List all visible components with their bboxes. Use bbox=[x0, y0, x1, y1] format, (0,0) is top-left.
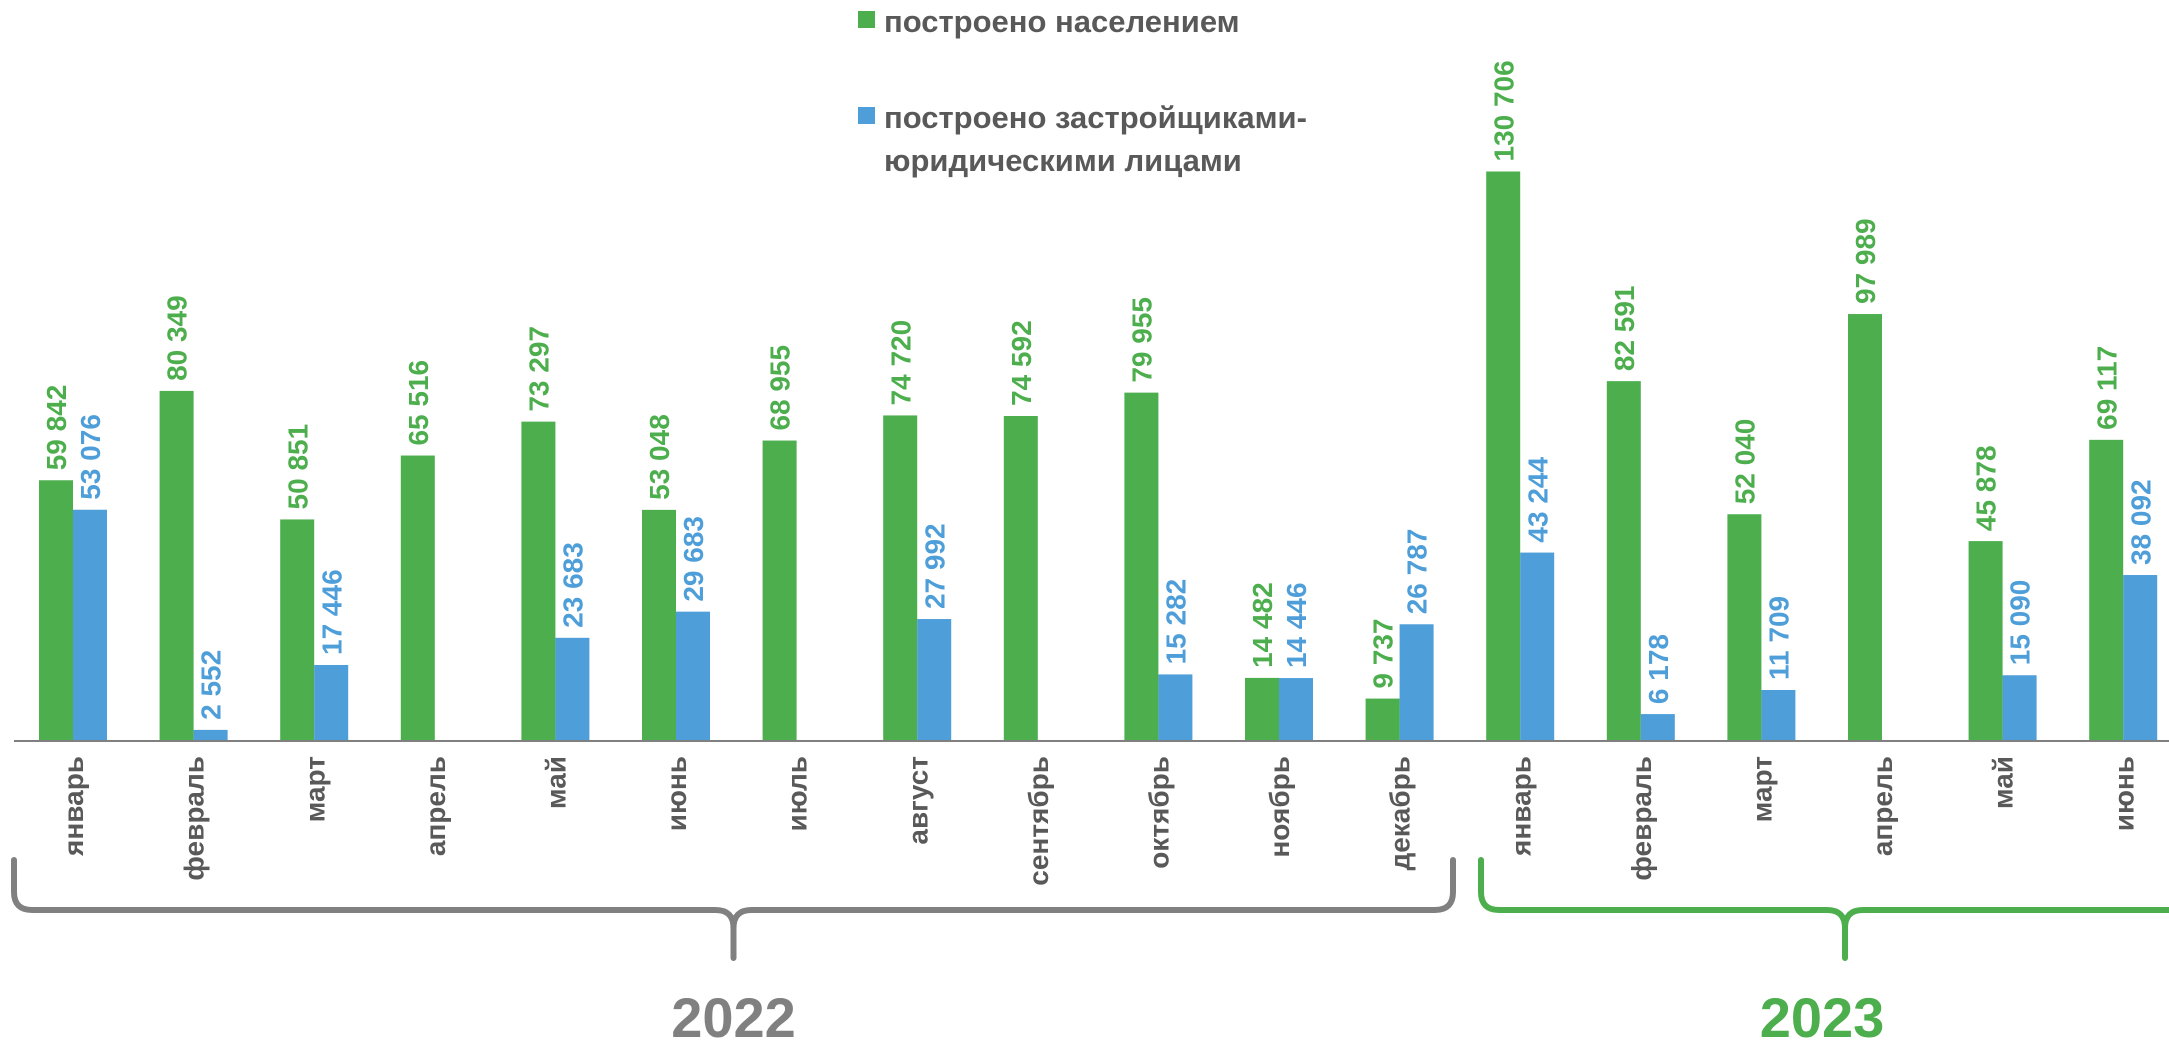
legend: построено населением построено застройщи… bbox=[858, 0, 1418, 182]
value-label-population-17: 69 117 bbox=[2091, 346, 2122, 430]
bar-developers-9 bbox=[1158, 674, 1193, 741]
year-braces-layer bbox=[11, 857, 2169, 961]
bar-population-17 bbox=[2089, 439, 2124, 741]
category-labels-layer: январь февраль март апрель май июнь июль август… bbox=[58, 756, 2139, 886]
year-brace-2023 bbox=[1478, 857, 2169, 961]
category-label-3: апрель bbox=[420, 756, 451, 856]
category-label-7: август bbox=[902, 756, 933, 845]
value-label-population-9: 79 955 bbox=[1126, 297, 1157, 383]
bar-developers-5 bbox=[676, 611, 710, 741]
value-label-developers-1: 2 552 bbox=[196, 650, 227, 720]
legend-swatch-population bbox=[858, 11, 875, 28]
legend-swatch-developers bbox=[858, 107, 875, 124]
value-label-population-0: 59 842 bbox=[41, 385, 72, 471]
bar-population-3 bbox=[400, 455, 435, 741]
bar-developers-17 bbox=[2123, 575, 2158, 741]
bar-population-12 bbox=[1486, 171, 1521, 741]
bar-developers-11 bbox=[1399, 624, 1434, 741]
value-label-developers-9: 15 282 bbox=[1160, 579, 1191, 665]
value-label-developers-14: 11 709 bbox=[1763, 596, 1794, 680]
bar-population-2 bbox=[280, 519, 315, 741]
value-label-population-16: 45 878 bbox=[1971, 445, 2002, 531]
year-brace-2022 bbox=[11, 857, 1456, 961]
year-label-2023: 2023 bbox=[1759, 986, 1885, 1049]
value-labels-layer: 59 842 53 076 80 349 2 552 50 851 17 446 65 51… bbox=[41, 60, 2156, 720]
bar-developers-13 bbox=[1640, 714, 1675, 741]
value-label-developers-13: 6 178 bbox=[1643, 634, 1674, 704]
bar-population-0 bbox=[39, 480, 73, 741]
category-label-16: май bbox=[1988, 756, 2019, 809]
category-label-9: октябрь bbox=[1143, 756, 1174, 869]
bar-developers-4 bbox=[555, 637, 590, 741]
bar-developers-2 bbox=[314, 664, 349, 741]
bar-developers-14 bbox=[1761, 689, 1796, 741]
value-label-population-10: 14 482 bbox=[1247, 582, 1278, 668]
legend-label-developers: построено застройщиками-юридическими лиц… bbox=[884, 100, 1307, 178]
bar-population-15 bbox=[1848, 314, 1882, 741]
bar-developers-7 bbox=[917, 619, 952, 741]
category-label-8: сентябрь bbox=[1023, 756, 1054, 886]
year-label-2022: 2022 bbox=[671, 986, 796, 1049]
legend-item-developers: построено застройщиками-юридическими лиц… bbox=[858, 96, 1418, 182]
value-label-population-13: 82 591 bbox=[1609, 285, 1640, 371]
category-label-4: май bbox=[540, 756, 571, 809]
value-label-population-3: 65 516 bbox=[403, 360, 434, 446]
category-label-11: декабрь bbox=[1385, 756, 1416, 871]
category-label-0: январь bbox=[58, 756, 89, 857]
category-label-5: июнь bbox=[661, 756, 692, 831]
value-label-developers-11: 26 787 bbox=[1402, 529, 1433, 615]
value-label-population-7: 74 720 bbox=[885, 320, 916, 406]
value-label-population-2: 50 851 bbox=[282, 424, 313, 510]
value-label-developers-17: 38 092 bbox=[2125, 479, 2156, 565]
value-label-population-1: 80 349 bbox=[162, 295, 193, 381]
value-label-developers-4: 23 683 bbox=[557, 542, 588, 628]
value-label-population-14: 52 040 bbox=[1729, 419, 1760, 505]
value-label-population-6: 68 955 bbox=[765, 345, 796, 431]
bar-population-10 bbox=[1245, 677, 1279, 741]
category-label-1: февраль bbox=[179, 756, 210, 881]
bar-population-16 bbox=[1968, 541, 2003, 741]
bar-population-11 bbox=[1365, 698, 1400, 741]
bar-developers-10 bbox=[1279, 678, 1313, 741]
value-label-developers-7: 27 992 bbox=[919, 523, 950, 609]
bar-developers-1 bbox=[193, 729, 228, 741]
bars-layer bbox=[39, 171, 2158, 741]
value-label-developers-0: 53 076 bbox=[75, 414, 106, 500]
value-label-population-11: 9 737 bbox=[1368, 618, 1399, 688]
category-label-2: март bbox=[299, 756, 330, 822]
bar-population-7 bbox=[883, 415, 918, 741]
value-label-population-4: 73 297 bbox=[523, 326, 554, 412]
category-label-10: ноябрь bbox=[1264, 756, 1295, 858]
bar-population-9 bbox=[1124, 392, 1159, 741]
bar-developers-0 bbox=[73, 509, 107, 741]
value-label-developers-12: 43 244 bbox=[1522, 457, 1553, 543]
bar-population-14 bbox=[1727, 514, 1762, 741]
category-label-12: январь bbox=[1505, 756, 1536, 857]
value-label-population-5: 53 048 bbox=[644, 414, 675, 500]
category-label-17: июнь bbox=[2108, 756, 2139, 831]
value-label-population-8: 74 592 bbox=[1006, 320, 1037, 406]
bar-population-6 bbox=[762, 440, 797, 741]
value-label-developers-10: 14 446 bbox=[1281, 582, 1312, 668]
category-label-15: апрель bbox=[1867, 756, 1898, 856]
value-label-developers-16: 15 090 bbox=[2005, 580, 2036, 666]
bar-population-13 bbox=[1606, 381, 1641, 741]
value-label-developers-2: 17 446 bbox=[316, 569, 347, 655]
category-label-13: февраль bbox=[1626, 756, 1657, 881]
bar-developers-16 bbox=[2002, 675, 2037, 741]
bar-population-8 bbox=[1003, 415, 1038, 741]
category-label-14: март bbox=[1746, 756, 1777, 822]
bar-population-1 bbox=[159, 390, 194, 741]
category-label-6: июль bbox=[782, 756, 813, 831]
bar-population-4 bbox=[521, 421, 556, 741]
bar-population-5 bbox=[642, 509, 676, 741]
bar-developers-12 bbox=[1520, 552, 1555, 741]
legend-item-population: построено населением bbox=[858, 0, 1418, 43]
value-label-population-12: 130 706 bbox=[1488, 60, 1519, 161]
legend-label-population: построено населением bbox=[884, 4, 1240, 39]
value-label-population-15: 97 989 bbox=[1850, 218, 1881, 304]
value-label-developers-5: 29 683 bbox=[678, 516, 709, 602]
